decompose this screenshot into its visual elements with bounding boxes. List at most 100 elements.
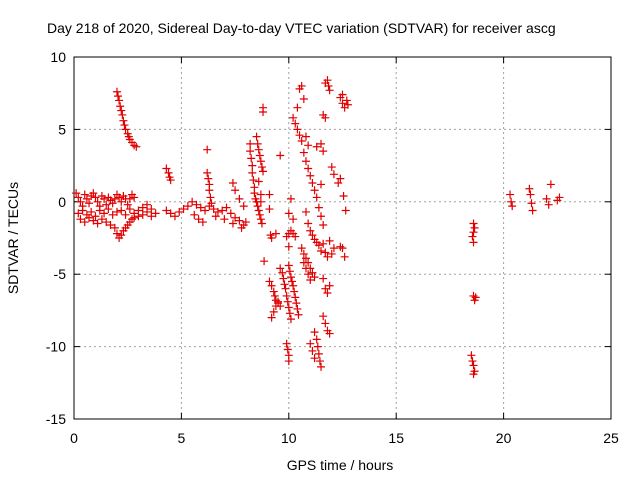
- data-point: [259, 108, 268, 117]
- y-axis-label: SDTVAR / TECUs: [5, 182, 21, 294]
- data-point: [304, 141, 313, 150]
- data-point: [138, 210, 147, 219]
- data-point: [525, 184, 534, 193]
- data-point: [97, 215, 106, 224]
- data-point: [218, 206, 227, 215]
- data-point: [294, 310, 303, 319]
- data-point: [276, 151, 285, 160]
- data-point: [323, 76, 332, 85]
- data-point: [76, 215, 85, 224]
- data-point: [270, 291, 279, 300]
- data-point: [241, 218, 250, 227]
- data-point: [267, 313, 276, 322]
- data-point: [209, 205, 218, 214]
- data-point: [257, 163, 266, 172]
- x-tick-label: 10: [281, 430, 297, 446]
- data-point: [116, 102, 125, 111]
- data-point: [276, 264, 285, 273]
- data-point: [78, 206, 87, 215]
- data-point: [166, 209, 175, 218]
- data-point: [297, 136, 306, 145]
- data-point: [213, 207, 222, 216]
- data-point: [314, 349, 323, 358]
- data-point: [91, 212, 100, 221]
- x-tick-label: 15: [388, 430, 404, 446]
- data-point: [317, 247, 326, 256]
- data-point: [282, 291, 291, 300]
- data-point: [319, 312, 328, 321]
- data-point: [334, 178, 343, 187]
- data-point: [85, 199, 94, 208]
- data-point: [329, 170, 338, 179]
- x-tick-label: 25: [603, 430, 619, 446]
- data-point: [327, 163, 336, 172]
- data-point: [147, 212, 156, 221]
- data-point: [207, 199, 216, 208]
- data-point: [151, 209, 160, 218]
- data-point: [206, 193, 215, 202]
- data-point: [319, 220, 328, 229]
- data-point: [306, 226, 315, 235]
- data-points: [72, 76, 564, 379]
- data-point: [112, 229, 121, 238]
- data-point: [82, 194, 91, 203]
- data-point: [211, 212, 220, 221]
- data-point: [235, 216, 244, 225]
- y-tick-label: 10: [50, 49, 66, 65]
- data-point: [306, 275, 315, 284]
- data-point: [469, 291, 478, 300]
- data-point: [117, 231, 126, 240]
- data-point: [327, 249, 336, 258]
- data-point: [321, 113, 330, 122]
- chart-title: Day 218 of 2020, Sidereal Day-to-day VTE…: [47, 20, 556, 36]
- data-point: [325, 329, 334, 338]
- data-point: [308, 346, 317, 355]
- data-point: [164, 168, 173, 177]
- data-point: [235, 194, 244, 203]
- data-point: [117, 197, 126, 206]
- data-point: [269, 287, 278, 296]
- data-point: [119, 116, 128, 125]
- data-point: [228, 178, 237, 187]
- x-tick-label: 5: [178, 430, 186, 446]
- data-point: [254, 145, 263, 154]
- data-point: [239, 202, 248, 211]
- data-point: [265, 277, 274, 286]
- data-point: [190, 210, 199, 219]
- data-point: [281, 284, 290, 293]
- data-point: [338, 99, 347, 108]
- data-point: [205, 186, 214, 195]
- data-point: [220, 215, 229, 224]
- data-point: [283, 345, 292, 354]
- data-point: [271, 229, 280, 238]
- data-point: [342, 96, 351, 105]
- data-point: [469, 370, 478, 379]
- data-point: [254, 177, 263, 186]
- data-point: [293, 304, 302, 313]
- x-axis-label: GPS time / hours: [287, 457, 394, 473]
- data-point: [299, 258, 308, 267]
- data-point: [508, 202, 517, 211]
- data-point: [203, 168, 212, 177]
- data-point: [291, 293, 300, 302]
- data-point: [468, 232, 477, 241]
- data-point: [118, 110, 127, 119]
- y-tick-label: -10: [46, 339, 66, 355]
- data-point: [301, 264, 310, 273]
- data-point: [246, 139, 255, 148]
- data-point: [80, 218, 89, 227]
- data-point: [222, 203, 231, 212]
- data-point: [306, 339, 315, 348]
- data-point: [312, 142, 321, 151]
- data-point: [526, 190, 535, 199]
- data-point: [130, 213, 139, 222]
- data-point: [290, 287, 299, 296]
- data-point: [321, 284, 330, 293]
- data-point: [125, 194, 134, 203]
- data-point: [285, 267, 294, 276]
- x-tick-label: 20: [496, 430, 512, 446]
- data-point: [317, 362, 326, 371]
- data-point: [297, 81, 306, 90]
- data-point: [341, 206, 350, 215]
- data-point: [280, 280, 289, 289]
